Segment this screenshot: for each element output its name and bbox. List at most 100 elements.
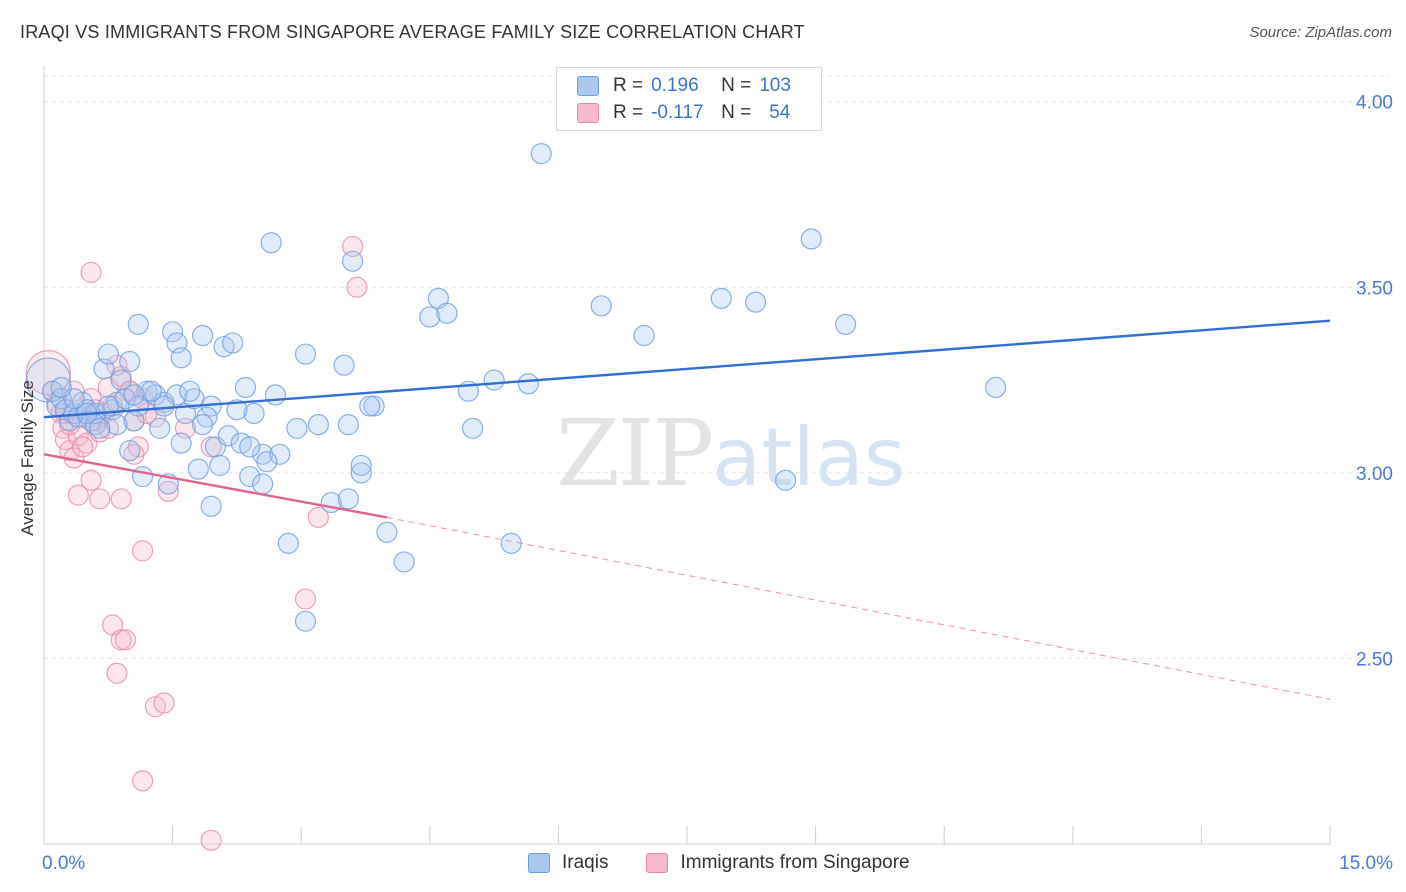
iraqi-point (127, 313, 149, 335)
series-legend-iraqis[interactable]: Iraqis (528, 852, 608, 874)
iraqi-point (269, 443, 291, 465)
iraqi-point (140, 380, 162, 402)
iraqi-point (187, 458, 209, 480)
iraqi-point (89, 417, 111, 439)
series-swatch-iraqis (528, 853, 550, 873)
iraqi-point (192, 324, 214, 347)
iraqi-point (436, 302, 458, 324)
iraqi-point (350, 454, 372, 477)
singapore-point (346, 276, 368, 298)
iraqi-point (530, 143, 552, 165)
singapore-point (144, 696, 167, 718)
iraqi-point (162, 321, 184, 343)
stats-legend: R = 0.196 N = 103 R = -0.117 N = 54 (556, 67, 822, 131)
iraqi-point (337, 413, 359, 436)
iraqi-point (50, 388, 72, 410)
singapore-point (123, 443, 145, 465)
iraqi-point (633, 324, 655, 347)
iraqi-point (123, 384, 145, 406)
iraqi-point (260, 232, 282, 254)
legend-r-value: 0.196 (651, 75, 699, 96)
chart-title: IRAQI VS IMMIGRANTS FROM SINGAPORE AVERA… (20, 22, 805, 42)
iraqi-point (179, 380, 201, 402)
y-tick-label: 3.00 (1356, 464, 1393, 485)
iraqi-point (217, 425, 239, 447)
iraqi-point (119, 439, 141, 462)
iraqi-point (200, 495, 222, 517)
legend-n-label: N = (721, 102, 752, 123)
iraqi-point (517, 373, 539, 395)
iraqi-point (226, 399, 248, 421)
iraqi-point (376, 521, 398, 543)
legend-n-value: 54 (769, 102, 791, 123)
iraqi-point (50, 376, 72, 399)
iraqi-point (462, 417, 484, 439)
iraqi-point (84, 413, 107, 436)
iraqi-point (359, 395, 381, 417)
iraqi-trend-line (43, 319, 1331, 419)
iraqi-point (590, 295, 612, 317)
iraqi-point (277, 532, 299, 554)
singapore-point (294, 588, 317, 610)
y-tick-label: 2.50 (1356, 649, 1393, 670)
legend-r-value: -0.117 (651, 102, 704, 123)
iraqi-point (243, 402, 265, 425)
iraqi-point (333, 354, 355, 376)
iraqi-point (710, 287, 732, 310)
iraqi-point (985, 376, 1007, 399)
iraqi-point (222, 332, 244, 354)
iraqi-points (25, 143, 1007, 632)
iraqi-point (800, 228, 822, 250)
singapore-point (342, 235, 364, 258)
legend-swatch-iraqis (577, 76, 599, 96)
singapore-point (80, 261, 102, 284)
series-legend-singapore[interactable]: Immigrants from Singapore (646, 852, 910, 874)
iraqi-point (393, 551, 415, 573)
series-legend: Iraqis Immigrants from Singapore (528, 852, 948, 874)
iraqi-point (149, 417, 171, 439)
iraqi-point (110, 369, 132, 391)
legend-n-value: 103 (759, 75, 791, 96)
singapore-point (89, 488, 111, 510)
singapore-point (200, 829, 222, 851)
iraqi-point (337, 488, 359, 510)
singapore-point (153, 692, 175, 714)
iraqi-point (144, 384, 167, 406)
singapore-point (71, 436, 94, 458)
iraqi-point (307, 413, 329, 436)
iraqi-point (835, 313, 857, 335)
legend-swatch-singapore (577, 103, 599, 123)
iraqi-point (97, 343, 119, 365)
iraqi-point (483, 369, 505, 391)
singapore-point (80, 469, 102, 491)
singapore-point (106, 662, 128, 684)
iraqi-point (209, 454, 231, 477)
singapore-trend-line (43, 453, 388, 519)
iraqi-point (419, 306, 441, 328)
iraqi-point (170, 432, 192, 454)
iraqi-point (192, 413, 214, 436)
iraqi-point (252, 473, 274, 495)
iraqi-point (213, 336, 235, 358)
singapore-point (114, 629, 137, 651)
iraqi-point (106, 413, 128, 436)
watermark-atlas: atlas (712, 411, 906, 504)
iraqi-point (234, 376, 257, 399)
singapore-point (157, 480, 179, 503)
series-legend-label: Iraqis (562, 852, 609, 873)
series-swatch-singapore (646, 853, 669, 873)
iraqi-point (153, 395, 175, 417)
trend-layer (43, 319, 1331, 700)
iraqi-point (342, 250, 364, 272)
singapore-point (131, 770, 154, 792)
legend-n-label: N = (721, 75, 752, 96)
iraqi-point (239, 465, 261, 488)
iraqi-point (170, 347, 192, 369)
iraqi-point (239, 436, 261, 458)
legend-row-iraqis: R = 0.196 N = 103 (577, 73, 791, 99)
source-label: Source: ZipAtlas.com (1249, 24, 1392, 41)
singapore-point (131, 540, 154, 562)
iraqi-point (264, 384, 287, 406)
legend-r-label: R = (613, 75, 644, 96)
